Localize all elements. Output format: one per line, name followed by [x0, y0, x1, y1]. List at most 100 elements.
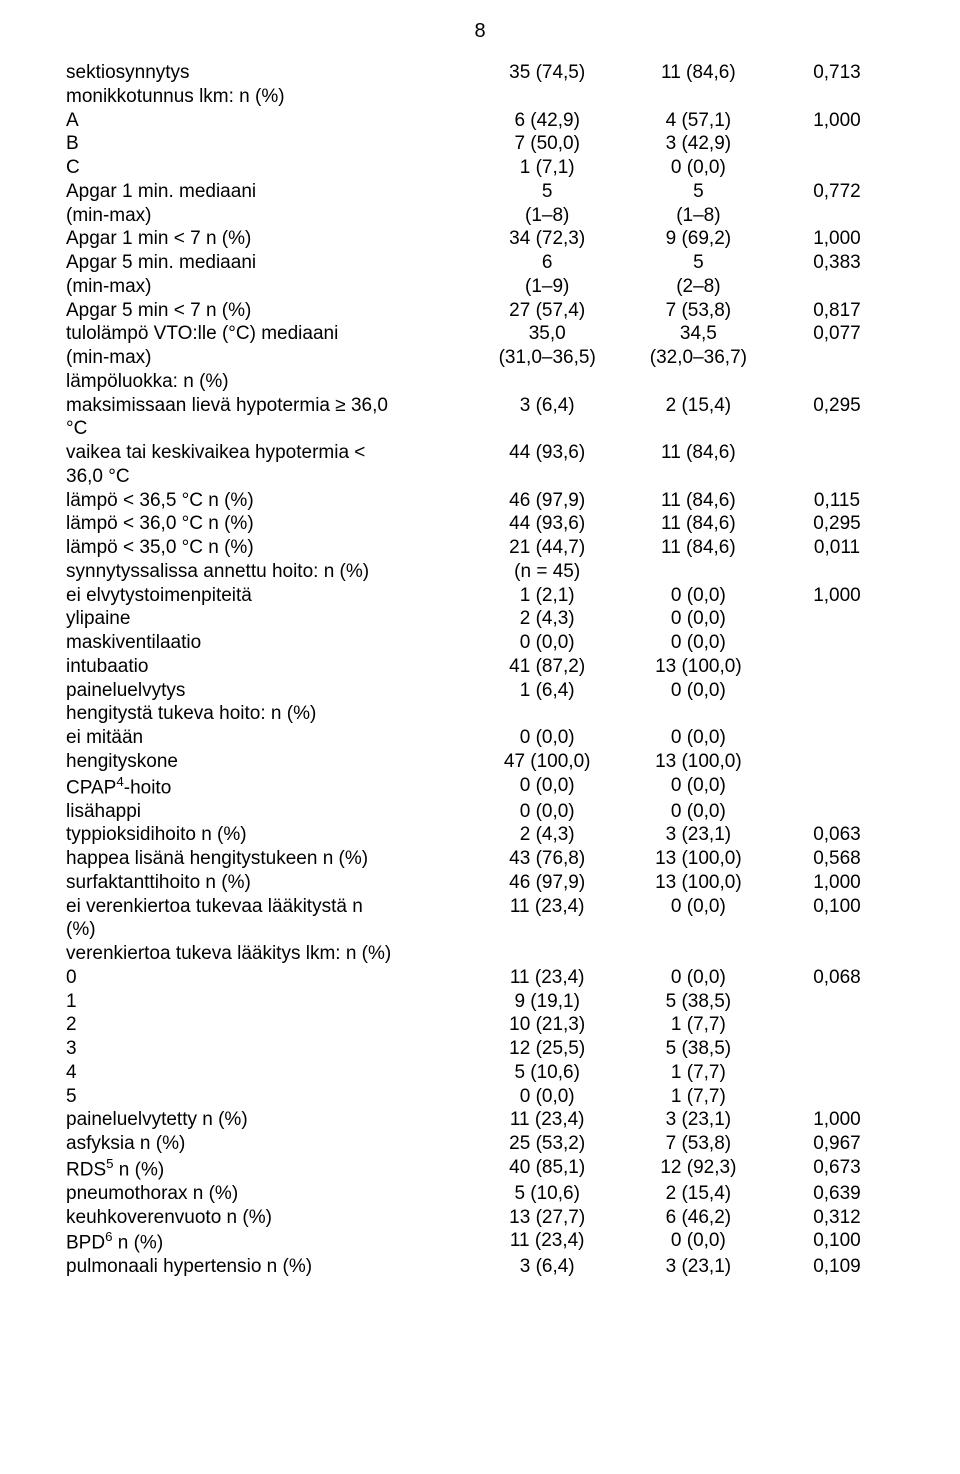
row-label: ei elvytystoimenpiteitä [60, 584, 472, 608]
col-1: 0 (0,0) [472, 726, 623, 750]
col-1: 6 [472, 251, 623, 275]
col-3 [774, 655, 900, 679]
col-1: 0 (0,0) [472, 774, 623, 800]
col-1: 35,0 [472, 322, 623, 346]
table-row: Apgar 5 min. mediaani650,383 [60, 251, 900, 275]
row-label: RDS5 n (%) [60, 1156, 472, 1182]
col-2: 13 (100,0) [623, 847, 774, 871]
row-label: paineluelvytetty n (%) [60, 1108, 472, 1132]
col-3 [774, 1061, 900, 1085]
col-1: 0 (0,0) [472, 800, 623, 824]
page-number: 8 [60, 20, 900, 43]
col-3 [774, 204, 900, 228]
row-label: typpioksidihoito n (%) [60, 823, 472, 847]
row-label: asfyksia n (%) [60, 1132, 472, 1156]
col-3: 0,115 [774, 489, 900, 513]
col-1: 11 (23,4) [472, 966, 623, 990]
col-1: 34 (72,3) [472, 227, 623, 251]
col-3: 0,639 [774, 1182, 900, 1206]
col-2: 13 (100,0) [623, 871, 774, 895]
col-3 [774, 800, 900, 824]
row-label: CPAP4-hoito [60, 774, 472, 800]
table-row: paineluelvytys1 (6,4)0 (0,0) [60, 679, 900, 703]
col-1: 46 (97,9) [472, 871, 623, 895]
col-1: 1 (7,1) [472, 156, 623, 180]
table-row: lämpö < 35,0 °C n (%)21 (44,7)11 (84,6)0… [60, 536, 900, 560]
table-row: ei elvytystoimenpiteitä1 (2,1)0 (0,0)1,0… [60, 584, 900, 608]
row-label: A [60, 109, 472, 133]
col-3 [774, 465, 900, 489]
row-label: happea lisänä hengitystukeen n (%) [60, 847, 472, 871]
table-row: Apgar 1 min. mediaani550,772 [60, 180, 900, 204]
col-2: 11 (84,6) [623, 536, 774, 560]
table-row: maskiventilaatio0 (0,0)0 (0,0) [60, 631, 900, 655]
col-1: (1–9) [472, 275, 623, 299]
table-row: 45 (10,6)1 (7,7) [60, 1061, 900, 1085]
row-label: Apgar 5 min < 7 n (%) [60, 299, 472, 323]
table-row: (min-max)(31,0–36,5)(32,0–36,7) [60, 346, 900, 370]
table-row: lämpö < 36,0 °C n (%)44 (93,6)11 (84,6)0… [60, 512, 900, 536]
table-row: keuhkoverenvuoto n (%)13 (27,7)6 (46,2)0… [60, 1206, 900, 1230]
col-3: 0,817 [774, 299, 900, 323]
row-label: 2 [60, 1013, 472, 1037]
col-3: 0,295 [774, 394, 900, 418]
col-1: 5 (10,6) [472, 1182, 623, 1206]
col-2: 0 (0,0) [623, 800, 774, 824]
col-2: 0 (0,0) [623, 1229, 774, 1255]
table-row: hengityskone47 (100,0)13 (100,0) [60, 750, 900, 774]
row-label: Apgar 5 min. mediaani [60, 251, 472, 275]
col-3 [774, 417, 900, 441]
col-1: 9 (19,1) [472, 990, 623, 1014]
row-label: °C [60, 417, 472, 441]
col-3 [774, 441, 900, 465]
row-label: B [60, 132, 472, 156]
table-row: asfyksia n (%)25 (53,2)7 (53,8)0,967 [60, 1132, 900, 1156]
table-row: ei mitään0 (0,0)0 (0,0) [60, 726, 900, 750]
row-label: 0 [60, 966, 472, 990]
col-1: 35 (74,5) [472, 61, 623, 85]
col-2: 12 (92,3) [623, 1156, 774, 1182]
col-3: 0,100 [774, 895, 900, 919]
col-1: 5 (10,6) [472, 1061, 623, 1085]
col-3: 0,100 [774, 1229, 900, 1255]
col-1: 21 (44,7) [472, 536, 623, 560]
col-1: 6 (42,9) [472, 109, 623, 133]
col-2 [623, 417, 774, 441]
col-2: 1 (7,7) [623, 1013, 774, 1037]
col-1: (n = 45) [472, 560, 623, 584]
col-1: 0 (0,0) [472, 1085, 623, 1109]
col-3 [774, 990, 900, 1014]
col-2: 5 [623, 251, 774, 275]
col-2: 13 (100,0) [623, 655, 774, 679]
table-row: 50 (0,0)1 (7,7) [60, 1085, 900, 1109]
col-1: 5 [472, 180, 623, 204]
col-1: 2 (4,3) [472, 607, 623, 631]
col-1 [472, 85, 623, 109]
col-3: 1,000 [774, 584, 900, 608]
col-1: 41 (87,2) [472, 655, 623, 679]
col-2: 2 (15,4) [623, 1182, 774, 1206]
table-row: 19 (19,1)5 (38,5) [60, 990, 900, 1014]
col-2: 3 (42,9) [623, 132, 774, 156]
col-1 [472, 942, 623, 966]
col-2 [623, 918, 774, 942]
row-label: (min-max) [60, 204, 472, 228]
col-2: 1 (7,7) [623, 1061, 774, 1085]
table-row: sektiosynnytys35 (74,5)11 (84,6)0,713 [60, 61, 900, 85]
col-2: 0 (0,0) [623, 966, 774, 990]
col-3 [774, 370, 900, 394]
table-row-header: lämpöluokka: n (%) [60, 370, 900, 394]
col-2: 6 (46,2) [623, 1206, 774, 1230]
col-2: 1 (7,7) [623, 1085, 774, 1109]
col-2: (32,0–36,7) [623, 346, 774, 370]
row-label: tulolämpö VTO:lle (°C) mediaani [60, 322, 472, 346]
col-1: (31,0–36,5) [472, 346, 623, 370]
col-1: 3 (6,4) [472, 1255, 623, 1279]
col-3: 0,568 [774, 847, 900, 871]
col-3 [774, 156, 900, 180]
table-row: B7 (50,0)3 (42,9) [60, 132, 900, 156]
col-2: 34,5 [623, 322, 774, 346]
col-3: 0,673 [774, 1156, 900, 1182]
row-label: vaikea tai keskivaikea hypotermia < [60, 441, 472, 465]
col-3 [774, 631, 900, 655]
